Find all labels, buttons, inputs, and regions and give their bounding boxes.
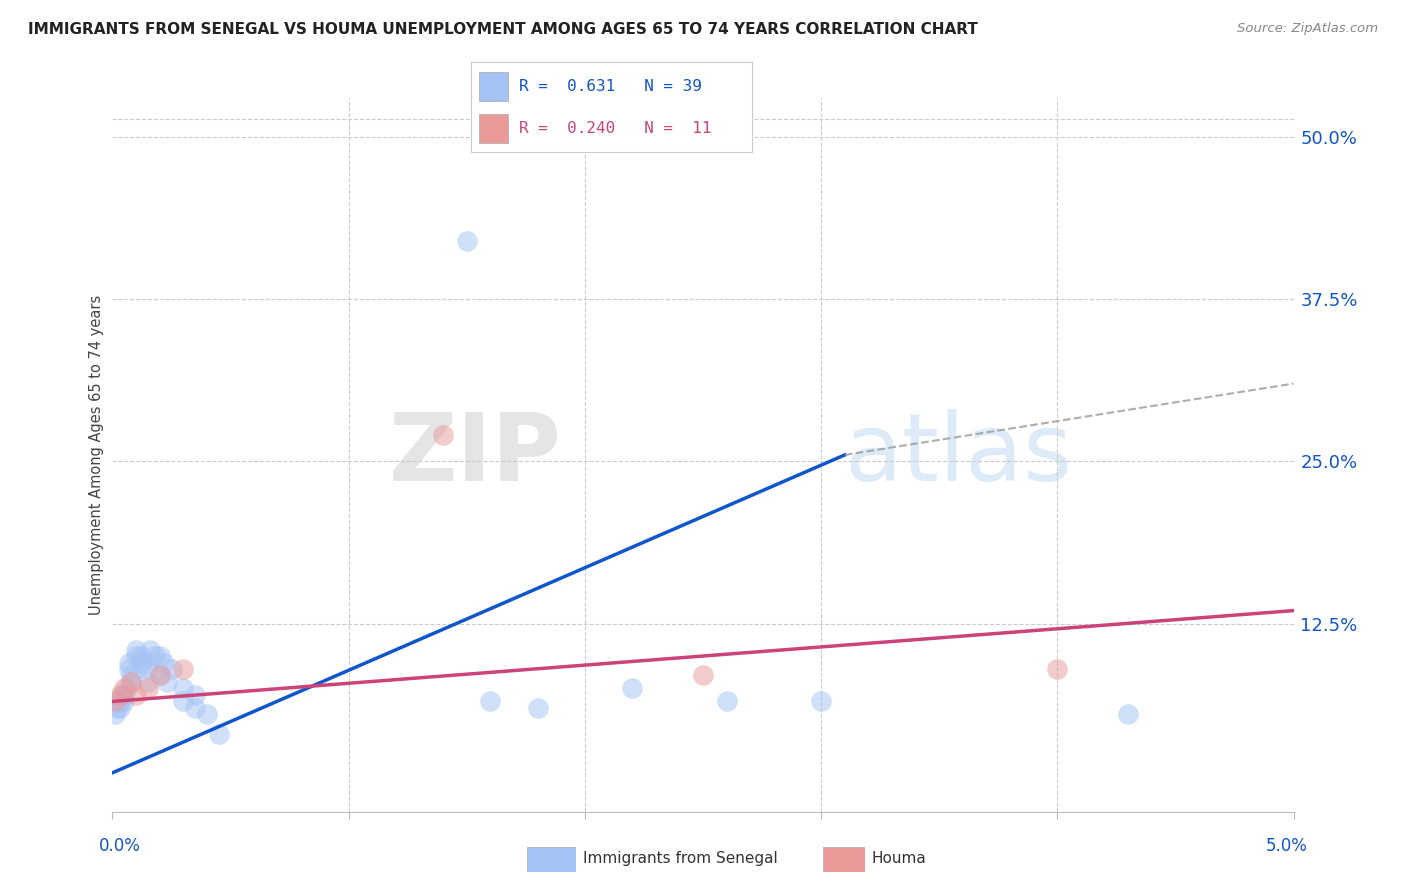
Bar bbox=[479, 114, 508, 143]
Point bbox=[112, 688, 135, 702]
Point bbox=[132, 656, 155, 670]
Point bbox=[621, 681, 644, 696]
Text: 5.0%: 5.0% bbox=[1265, 837, 1308, 855]
Point bbox=[1116, 707, 1139, 722]
Text: atlas: atlas bbox=[845, 409, 1073, 501]
Point bbox=[149, 648, 172, 663]
Point bbox=[208, 727, 231, 741]
Point bbox=[104, 707, 127, 722]
Point bbox=[1046, 662, 1069, 676]
Point bbox=[153, 656, 176, 670]
Point bbox=[432, 428, 454, 442]
Point bbox=[108, 694, 131, 708]
Point bbox=[160, 662, 183, 676]
Point bbox=[139, 642, 162, 657]
Point bbox=[118, 656, 141, 670]
Point bbox=[111, 688, 134, 702]
Point bbox=[172, 681, 194, 696]
Point bbox=[692, 668, 714, 682]
Point bbox=[136, 662, 159, 676]
Point bbox=[195, 707, 218, 722]
Point bbox=[120, 675, 142, 690]
Text: R =  0.631   N = 39: R = 0.631 N = 39 bbox=[519, 79, 702, 94]
Point bbox=[149, 668, 172, 682]
Point bbox=[129, 656, 152, 670]
Point bbox=[125, 688, 148, 702]
Point bbox=[108, 701, 131, 715]
Text: 0.0%: 0.0% bbox=[98, 837, 141, 855]
Point bbox=[810, 694, 832, 708]
Point bbox=[143, 648, 166, 663]
Point bbox=[149, 668, 172, 682]
Point bbox=[172, 662, 194, 676]
Text: ZIP: ZIP bbox=[388, 409, 561, 501]
Point bbox=[108, 688, 131, 702]
Point bbox=[184, 701, 207, 715]
Y-axis label: Unemployment Among Ages 65 to 74 years: Unemployment Among Ages 65 to 74 years bbox=[89, 294, 104, 615]
Point bbox=[125, 648, 148, 663]
Point bbox=[184, 688, 207, 702]
Point bbox=[172, 694, 194, 708]
FancyBboxPatch shape bbox=[471, 62, 752, 152]
Point bbox=[115, 681, 138, 696]
Point bbox=[479, 694, 502, 708]
Point bbox=[105, 701, 128, 715]
Text: IMMIGRANTS FROM SENEGAL VS HOUMA UNEMPLOYMENT AMONG AGES 65 TO 74 YEARS CORRELAT: IMMIGRANTS FROM SENEGAL VS HOUMA UNEMPLO… bbox=[28, 22, 979, 37]
Point bbox=[112, 694, 135, 708]
Text: Immigrants from Senegal: Immigrants from Senegal bbox=[583, 851, 779, 865]
Point bbox=[125, 642, 148, 657]
Point bbox=[120, 668, 142, 682]
Point bbox=[104, 694, 127, 708]
Point bbox=[136, 675, 159, 690]
Point bbox=[156, 675, 179, 690]
Point bbox=[716, 694, 738, 708]
Point bbox=[456, 234, 478, 248]
Bar bbox=[479, 72, 508, 101]
Point bbox=[129, 648, 152, 663]
Point bbox=[526, 701, 548, 715]
Point bbox=[136, 681, 159, 696]
Text: R =  0.240   N =  11: R = 0.240 N = 11 bbox=[519, 120, 711, 136]
Point bbox=[112, 681, 135, 696]
Text: Houma: Houma bbox=[872, 851, 927, 865]
Point bbox=[120, 675, 142, 690]
Text: Source: ZipAtlas.com: Source: ZipAtlas.com bbox=[1237, 22, 1378, 36]
Point bbox=[118, 662, 141, 676]
